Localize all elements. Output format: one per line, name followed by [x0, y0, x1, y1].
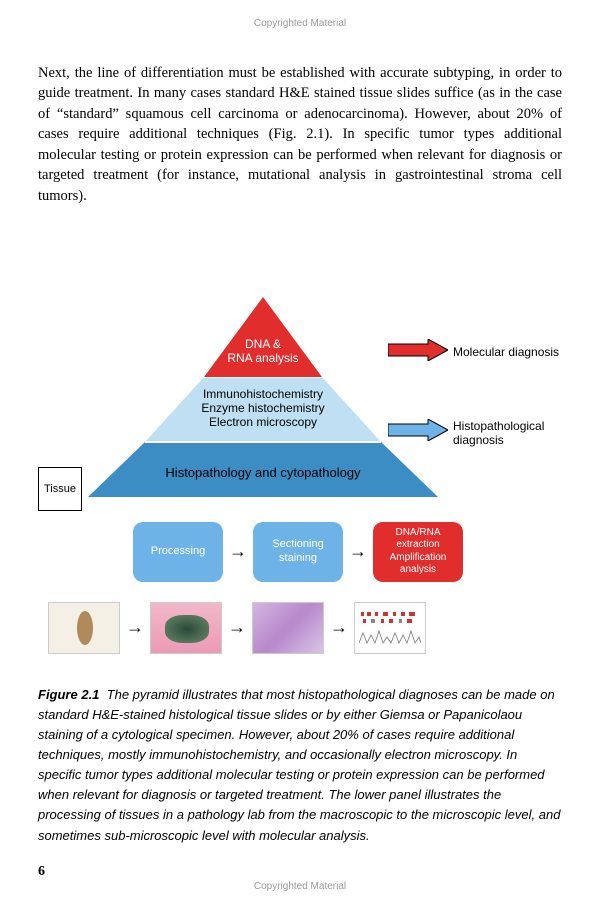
pyr-mid-line3: Electron microscopy [209, 415, 317, 429]
pyr-label-bottom: Histopathology and cytopathology [88, 465, 438, 481]
pyr-label-mid: Immunohistochemistry Enzyme histochemist… [88, 387, 438, 430]
flow-dna-l2: extraction [396, 539, 439, 552]
arrow-blue-icon [388, 419, 448, 441]
body-paragraph: Next, the line of differentiation must b… [38, 63, 562, 207]
flow-sec-l2: staining [279, 552, 317, 566]
pyr-top-line1: DNA & [245, 337, 281, 351]
flow-sectioning: Sectioning staining [253, 522, 343, 582]
label-histo-l1: Histopathological [453, 419, 544, 433]
tissue-box: Tissue [38, 467, 82, 511]
label-molecular: Molecular diagnosis [453, 345, 559, 359]
label-histo-l2: diagnosis [453, 433, 504, 447]
sequence-icon [359, 607, 421, 649]
arrow-icon: → [349, 541, 367, 562]
copyright-bottom: Copyrighted Material [0, 881, 600, 892]
pyr-label-top: DNA & RNA analysis [88, 337, 438, 366]
flow-dna: DNA/RNA extraction Amplification analysi… [373, 522, 463, 582]
page-content: Next, the line of differentiation must b… [0, 0, 600, 899]
flow-processing-label: Processing [151, 545, 205, 559]
pyramid-diagram [88, 247, 438, 497]
thumb-block [150, 602, 222, 654]
pyr-mid-line1: Immunohistochemistry [203, 387, 323, 401]
tissue-label: Tissue [44, 483, 76, 495]
figure-2-1: DNA & RNA analysis Immunohistochemistry … [38, 247, 562, 677]
thumb-histology [252, 602, 324, 654]
page-number: 6 [38, 864, 45, 880]
flow-row: Processing → Sectioning staining → DNA/R… [133, 522, 463, 582]
pyr-mid-line2: Enzyme histochemistry [201, 401, 324, 415]
flow-processing: Processing [133, 522, 223, 582]
pyr-bot-line1: Histopathology and cytopathology [165, 465, 360, 480]
thumb-gross [48, 602, 120, 654]
flow-sec-l1: Sectioning [272, 538, 323, 552]
label-histo: Histopathological diagnosis [453, 419, 544, 447]
arrow-red-icon [388, 339, 448, 361]
flow-dna-l3: Amplification [390, 552, 447, 565]
arrow-icon: → [330, 617, 348, 638]
flow-dna-l4: analysis [400, 564, 436, 577]
arrow-icon: → [126, 617, 144, 638]
copyright-top: Copyrighted Material [0, 18, 600, 29]
pyr-top-line2: RNA analysis [227, 351, 298, 365]
arrow-icon: → [229, 541, 247, 562]
figure-caption: Figure 2.1 The pyramid illustrates that … [38, 685, 562, 846]
arrow-icon: → [228, 617, 246, 638]
caption-label: Figure 2.1 [38, 687, 99, 702]
caption-text: The pyramid illustrates that most histop… [38, 687, 560, 843]
flow-dna-l1: DNA/RNA [395, 527, 440, 540]
thumb-sequence [354, 602, 426, 654]
thumbnail-row: → → → [48, 602, 426, 654]
